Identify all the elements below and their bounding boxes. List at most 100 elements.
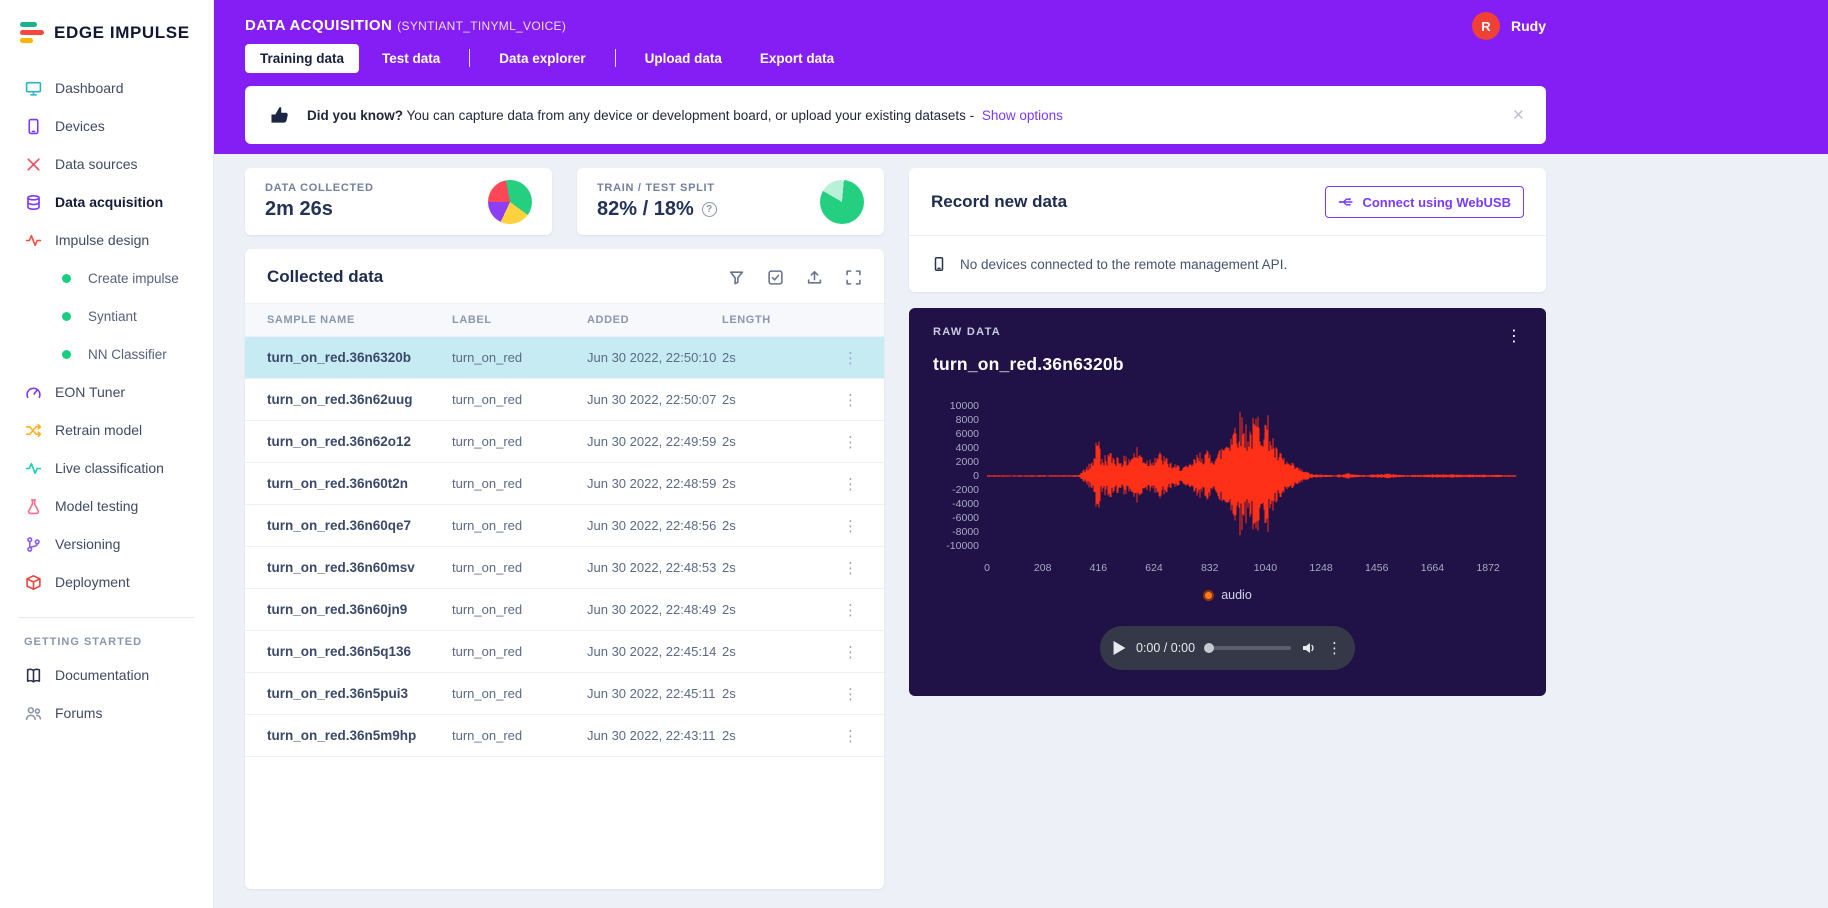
phone-icon <box>24 117 42 135</box>
sidebar-item-syntiant[interactable]: Syntiant <box>0 297 213 335</box>
sidebar-item-label: Model testing <box>55 498 139 514</box>
sidebar-item-label: Documentation <box>55 667 150 683</box>
edge-impulse-logo[interactable]: EDGE IMPULSE <box>0 0 213 69</box>
sidebar-item-create-impulse[interactable]: Create impulse <box>0 259 213 297</box>
sample-length: 2s <box>722 602 736 617</box>
tab-export-data[interactable]: Export data <box>745 44 849 73</box>
x-tick-label: 832 <box>1200 562 1219 574</box>
volume-icon[interactable] <box>1301 640 1317 656</box>
table-row[interactable]: turn_on_red.36n5pui3 turn_on_red Jun 30 20… <box>245 673 884 715</box>
table-row[interactable]: turn_on_red.36n5q136 turn_on_red Jun 30 20… <box>245 631 884 673</box>
sample-length: 2s <box>722 434 736 449</box>
user-menu[interactable]: R Rudy <box>1472 12 1546 40</box>
logo-text: EDGE IMPULSE <box>54 22 190 42</box>
playback-time: 0:00 / 0:00 <box>1136 641 1196 655</box>
row-menu-icon[interactable]: ⋮ <box>843 432 858 451</box>
y-tick-label: 2000 <box>955 456 979 468</box>
row-menu-icon[interactable]: ⋮ <box>843 726 858 745</box>
people-icon <box>24 704 42 722</box>
table-row[interactable]: turn_on_red.36n6320b turn_on_red Jun 30 20… <box>245 337 884 379</box>
info-icon[interactable]: ? <box>701 202 717 217</box>
sidebar-item-deployment[interactable]: Deployment <box>0 563 213 601</box>
book-icon <box>24 666 42 684</box>
sample-label: turn_on_red <box>452 686 523 701</box>
x-tick-label: 0 <box>984 562 990 574</box>
row-menu-icon[interactable]: ⋮ <box>843 558 858 577</box>
monitor-icon <box>24 79 42 97</box>
sample-name: turn_on_red.36n60t2n <box>267 476 409 491</box>
y-tick-label: 8000 <box>955 414 979 426</box>
sidebar-item-dashboard[interactable]: Dashboard <box>0 69 213 107</box>
data-collected-card: DATA COLLECTED 2m 26s <box>245 168 552 235</box>
row-menu-icon[interactable]: ⋮ <box>843 600 858 619</box>
x-tick-label: 1040 <box>1253 562 1278 574</box>
sample-label: turn_on_red <box>452 434 523 449</box>
sidebar-item-data-sources[interactable]: Data sources <box>0 145 213 183</box>
sidebar-item-label: Data acquisition <box>55 194 164 210</box>
banner-close-icon[interactable]: × <box>1512 104 1524 126</box>
sample-name: turn_on_red.36n6320b <box>267 350 412 365</box>
sample-name: turn_on_red.36n62uug <box>267 392 413 407</box>
sample-label: turn_on_red <box>452 350 523 365</box>
table-row[interactable]: turn_on_red.36n62uug turn_on_red Jun 30 20… <box>245 379 884 421</box>
getting-started-header: GETTING STARTED <box>24 636 143 648</box>
sample-added: Jun 30 2022, 22:45:11 <box>587 686 716 701</box>
box-icon <box>24 573 42 591</box>
show-options-link[interactable]: Show options <box>981 107 1063 123</box>
tab-data-explorer[interactable]: Data explorer <box>484 44 600 73</box>
filter-icon[interactable] <box>728 269 745 286</box>
sidebar-item-forums[interactable]: Forums <box>0 694 213 732</box>
row-menu-icon[interactable]: ⋮ <box>843 390 858 409</box>
tab-upload-data[interactable]: Upload data <box>630 44 737 73</box>
row-menu-icon[interactable]: ⋮ <box>843 348 858 367</box>
sidebar-item-live-classification[interactable]: Live classification <box>0 449 213 487</box>
sidebar-item-label: Live classification <box>55 460 164 476</box>
tab-divider <box>469 49 471 67</box>
sidebar-item-nn-classifier[interactable]: NN Classifier <box>0 335 213 373</box>
connect-webusb-button[interactable]: Connect using WebUSB <box>1325 186 1524 218</box>
sidebar-item-versioning[interactable]: Versioning <box>0 525 213 563</box>
tab-training-data[interactable]: Training data <box>245 43 360 73</box>
sidebar-item-impulse-design[interactable]: Impulse design <box>0 221 213 259</box>
sample-name: turn_on_red.36n60msv <box>267 560 415 575</box>
sidebar-item-devices[interactable]: Devices <box>0 107 213 145</box>
data-sources-icon <box>24 155 42 173</box>
sample-length: 2s <box>722 686 736 701</box>
table-row[interactable]: turn_on_red.36n60jn9 turn_on_red Jun 30 20… <box>245 589 884 631</box>
sample-added: Jun 30 2022, 22:48:49 <box>587 602 717 617</box>
raw-data-menu-icon[interactable]: ⋮ <box>1506 326 1522 345</box>
sidebar-item-model-testing[interactable]: Model testing <box>0 487 213 525</box>
row-menu-icon[interactable]: ⋮ <box>843 474 858 493</box>
row-menu-icon[interactable]: ⋮ <box>843 684 858 703</box>
sidebar-item-data-acquisition[interactable]: Data acquisition <box>0 183 213 221</box>
play-button[interactable] <box>1113 641 1126 655</box>
sample-label: turn_on_red <box>452 644 523 659</box>
record-new-data-title: Record new data <box>931 192 1068 211</box>
seek-slider[interactable] <box>1204 643 1291 653</box>
collected-data-toolbar <box>728 269 862 286</box>
tab-test-data[interactable]: Test data <box>367 44 455 73</box>
select-all-icon[interactable] <box>767 269 784 286</box>
avatar[interactable]: R <box>1472 12 1500 40</box>
logo-bars-icon <box>20 22 44 43</box>
expand-icon[interactable] <box>845 269 862 286</box>
sidebar-item-documentation[interactable]: Documentation <box>0 656 213 694</box>
train-test-split-label: TRAIN / TEST SPLIT <box>597 182 715 194</box>
sidebar-footer-nav: Documentation Forums <box>0 656 213 732</box>
row-menu-icon[interactable]: ⋮ <box>843 642 858 661</box>
table-row[interactable]: turn_on_red.36n62o12 turn_on_red Jun 30 20… <box>245 421 884 463</box>
table-row[interactable]: turn_on_red.36n60qe7 turn_on_red Jun 30 20… <box>245 505 884 547</box>
sample-name: turn_on_red.36n60jn9 <box>267 602 408 617</box>
upload-icon[interactable] <box>806 269 823 286</box>
sidebar-item-retrain-model[interactable]: Retrain model <box>0 411 213 449</box>
row-menu-icon[interactable]: ⋮ <box>843 516 858 535</box>
sample-length: 2s <box>722 518 736 533</box>
table-row[interactable]: turn_on_red.36n5m9hp turn_on_red Jun 30 20… <box>245 715 884 757</box>
main-area: DATA ACQUISITION (SYNTIANT_TINYML_VOICE) … <box>213 0 1828 908</box>
sidebar-item-eon-tuner[interactable]: EON Tuner <box>0 373 213 411</box>
table-row[interactable]: turn_on_red.36n60t2n turn_on_red Jun 30 20… <box>245 463 884 505</box>
chart-legend[interactable]: audio <box>933 588 1522 602</box>
player-menu-icon[interactable]: ⋮ <box>1327 639 1342 657</box>
table-row[interactable]: turn_on_red.36n60msv turn_on_red Jun 30 20… <box>245 547 884 589</box>
